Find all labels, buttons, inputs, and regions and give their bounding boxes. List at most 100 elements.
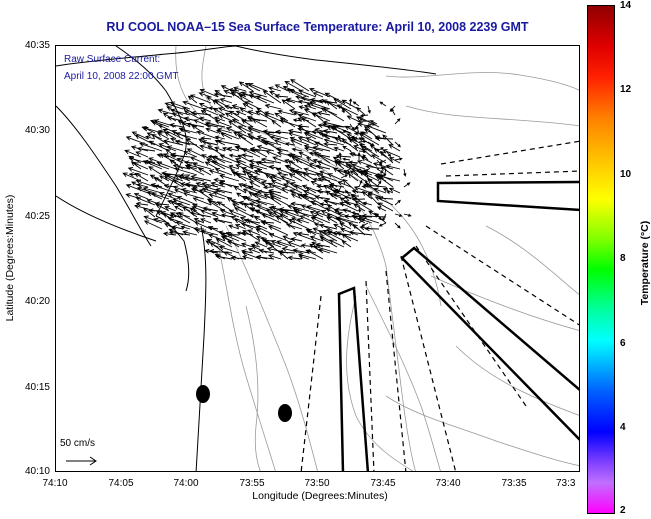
current-vector	[208, 193, 226, 200]
current-vector	[236, 173, 254, 182]
sector-line	[400, 255, 457, 471]
current-vector	[350, 194, 360, 198]
current-vector	[322, 128, 338, 134]
current-vector	[314, 127, 331, 134]
current-vector	[323, 108, 345, 122]
current-vector	[145, 135, 156, 140]
current-vector	[342, 145, 352, 152]
current-vector	[195, 181, 212, 188]
current-vector	[382, 134, 394, 146]
map-plot-area[interactable]	[55, 45, 580, 472]
current-vector	[340, 105, 345, 114]
current-vector	[215, 238, 233, 248]
current-vector	[301, 117, 317, 128]
current-vector	[348, 160, 359, 165]
current-vector	[323, 138, 345, 146]
temperature-colorbar	[587, 5, 615, 514]
current-vector	[357, 152, 361, 161]
current-vector	[268, 205, 289, 212]
current-vector	[341, 138, 359, 152]
current-vector	[403, 213, 412, 217]
current-vector	[309, 101, 331, 110]
current-vector	[361, 190, 373, 200]
current-vector	[291, 147, 303, 152]
current-vector	[319, 202, 331, 207]
current-vector	[201, 139, 219, 146]
current-vector	[385, 164, 401, 170]
current-vector	[225, 232, 247, 242]
current-vector	[265, 132, 289, 140]
current-vector	[217, 107, 240, 116]
current-vector	[251, 245, 268, 254]
current-vector	[334, 209, 342, 215]
current-vector	[288, 218, 310, 230]
current-vector	[283, 183, 303, 194]
current-vector	[134, 134, 156, 146]
current-vector	[349, 170, 366, 182]
current-vector	[220, 233, 240, 242]
current-vector	[203, 185, 226, 194]
current-vector	[313, 245, 338, 254]
current-vector	[377, 202, 394, 212]
current-vector	[352, 136, 366, 142]
current-vector	[255, 110, 275, 122]
current-vector	[288, 88, 310, 98]
current-vector	[243, 218, 261, 224]
current-vector	[362, 154, 369, 161]
current-vector	[376, 213, 382, 221]
current-vector	[268, 86, 282, 92]
current-vector	[201, 181, 219, 188]
map-canvas	[56, 46, 579, 471]
current-vector	[403, 168, 407, 177]
current-vector	[357, 215, 380, 224]
current-vector	[352, 223, 366, 236]
current-vector	[210, 155, 233, 164]
current-vector	[166, 145, 184, 152]
current-vector	[315, 164, 331, 170]
current-vector	[163, 176, 184, 188]
current-vector	[287, 204, 310, 212]
current-vector	[282, 85, 296, 92]
current-vector	[162, 129, 184, 140]
current-vector	[343, 214, 359, 219]
current-vector	[238, 94, 254, 104]
current-vector	[193, 119, 212, 128]
current-vector	[342, 178, 359, 194]
current-vector	[156, 161, 177, 170]
current-vector	[159, 153, 177, 164]
colorbar-tick: 2	[620, 505, 626, 516]
current-vector	[264, 103, 282, 110]
current-vector	[373, 148, 387, 158]
current-vector	[342, 157, 351, 161]
current-vector	[276, 240, 296, 248]
current-vector	[270, 195, 289, 206]
current-vector	[149, 119, 170, 128]
current-vector	[369, 120, 378, 125]
current-vector	[394, 157, 403, 161]
current-vector	[380, 166, 394, 176]
current-vector	[235, 110, 247, 116]
current-vector	[146, 191, 163, 200]
site-marker[interactable]	[196, 385, 210, 403]
current-vector	[262, 185, 275, 190]
sector-box-south	[337, 286, 370, 471]
current-vector	[125, 136, 149, 146]
current-vector	[289, 136, 310, 146]
current-vector	[236, 192, 247, 200]
current-vector	[163, 139, 184, 146]
current-vector	[180, 187, 198, 194]
current-vector	[151, 192, 170, 200]
current-vector	[374, 196, 394, 206]
current-vector	[254, 241, 268, 248]
colorbar-tick: 12	[620, 84, 632, 95]
current-vector	[253, 169, 275, 176]
current-vector	[296, 218, 310, 224]
current-vector	[358, 149, 367, 154]
current-vector	[365, 170, 369, 179]
current-vector	[303, 144, 324, 152]
current-vector	[336, 216, 342, 224]
colorbar-tick: 10	[620, 169, 632, 180]
current-vector	[226, 146, 240, 152]
site-marker[interactable]	[278, 404, 292, 422]
current-vector	[237, 125, 254, 134]
